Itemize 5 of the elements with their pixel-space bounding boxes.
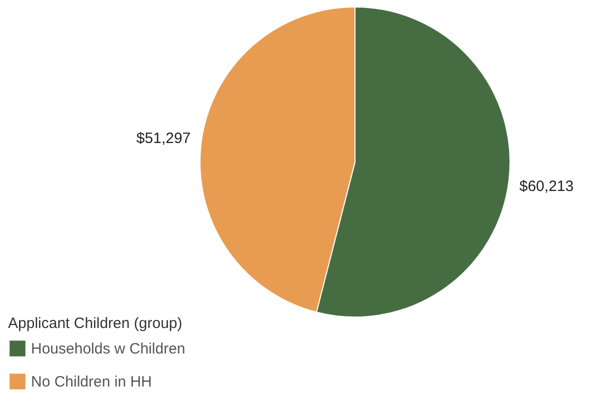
data-label: $51,297 xyxy=(136,130,191,147)
legend-title: Applicant Children (group) xyxy=(8,315,182,332)
data-label: $60,213 xyxy=(519,178,574,196)
legend-label: Households w Children xyxy=(31,340,186,358)
legend-label: No Children in HH xyxy=(31,374,152,390)
